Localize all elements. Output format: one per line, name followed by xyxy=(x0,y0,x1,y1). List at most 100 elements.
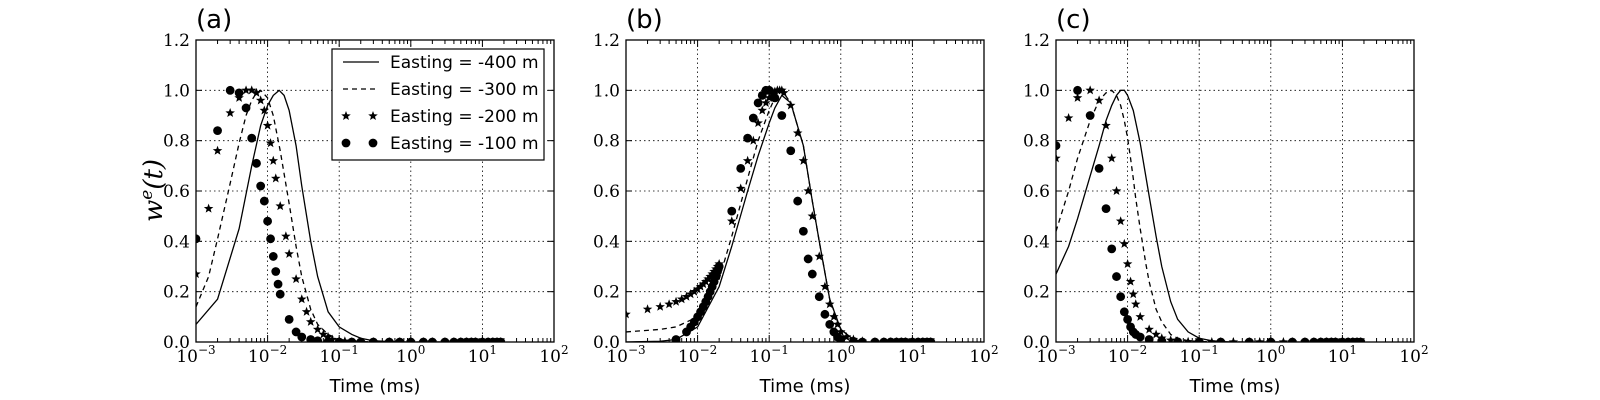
data-point-circle xyxy=(285,315,294,324)
data-point-star xyxy=(1116,216,1126,225)
x-tick-label: 102 xyxy=(1399,343,1428,367)
legend-label: Easting = -400 m xyxy=(390,53,539,73)
x-tick-label: 10−1 xyxy=(320,343,359,367)
data-point-circle xyxy=(777,111,786,120)
data-point-star xyxy=(1120,239,1130,248)
y-tick-label: 1.2 xyxy=(1023,31,1050,51)
x-tick-label: 101 xyxy=(1328,343,1357,367)
x-tick-label: 10−2 xyxy=(678,343,717,367)
x-tick-label: 10−1 xyxy=(1180,343,1219,367)
data-point-star xyxy=(1064,113,1074,122)
y-tick-label: 0.8 xyxy=(1023,132,1050,152)
series-solid-line xyxy=(626,95,931,342)
data-point-circle xyxy=(1157,337,1166,346)
data-point-circle xyxy=(266,234,275,243)
data-point-star xyxy=(1135,312,1145,321)
legend-label: Easting = -200 m xyxy=(390,107,539,127)
plot-frame xyxy=(1056,40,1414,342)
y-tick-label: 0.8 xyxy=(593,132,620,152)
x-tick-label: 101 xyxy=(898,343,927,367)
x-tick-label: 100 xyxy=(396,343,425,367)
ticks xyxy=(1056,40,1414,342)
data-point-circle xyxy=(235,88,244,97)
data-point-circle xyxy=(793,197,802,206)
y-tick-label: 1.0 xyxy=(1023,81,1050,101)
data-point-star xyxy=(833,319,843,328)
data-point-star xyxy=(271,173,281,182)
data-point-star xyxy=(1112,186,1122,195)
series-group xyxy=(1051,85,1365,346)
y-tick-label: 0.4 xyxy=(163,232,190,252)
data-point-star xyxy=(1131,299,1141,308)
data-point-star xyxy=(263,121,273,130)
data-point-circle xyxy=(804,255,813,264)
x-tick-label: 10−3 xyxy=(606,343,645,367)
series-dashed-line xyxy=(1056,90,1361,342)
data-point-star xyxy=(291,274,301,283)
ticks xyxy=(626,40,984,342)
data-point-star xyxy=(306,317,316,326)
data-point-circle xyxy=(743,134,752,143)
data-point-star xyxy=(284,249,294,258)
x-tick-label: 102 xyxy=(539,343,568,367)
x-tick-label: 101 xyxy=(468,343,497,367)
legend-label: Easting = -100 m xyxy=(390,134,539,154)
data-point-circle xyxy=(226,86,235,95)
y-tick-label: 1.0 xyxy=(163,81,190,101)
data-point-star xyxy=(1144,324,1154,333)
data-point-circle xyxy=(808,270,817,279)
y-tick-label: 0.4 xyxy=(593,232,620,252)
data-point-circle xyxy=(815,292,824,301)
data-point-star xyxy=(297,294,307,303)
data-point-star xyxy=(1101,121,1111,130)
data-point-star xyxy=(269,156,279,165)
data-point-star xyxy=(313,324,323,333)
data-point-circle xyxy=(1123,315,1132,324)
data-point-star xyxy=(213,146,223,155)
x-axis-title: Time (ms) xyxy=(1189,376,1281,397)
y-tick-label: 0.6 xyxy=(1023,182,1050,202)
data-point-star xyxy=(1107,153,1117,162)
data-point-star xyxy=(1094,95,1104,104)
data-point-circle xyxy=(256,182,265,191)
data-point-circle xyxy=(1120,307,1129,316)
data-point-circle xyxy=(297,333,306,342)
data-point-star xyxy=(1123,259,1133,268)
panel-b: 0.0 0.2 0.4 0.6 0.8 1.0 1.2 10−3 10−2 10−1 100 101 1… xyxy=(593,5,999,397)
data-point-circle xyxy=(825,320,834,329)
x-tick-label: 10−3 xyxy=(1036,343,1075,367)
legend: Easting = -400 mEasting = -300 mEasting … xyxy=(332,49,544,160)
data-point-circle xyxy=(242,104,251,113)
panel-c: 0.00.20.40.60.81.01.210−3 10−2 10−1 100 101 1… xyxy=(1023,5,1429,397)
y-tick-label: 1.2 xyxy=(593,31,620,51)
data-point-circle xyxy=(1112,272,1121,281)
series-star-markers xyxy=(621,85,935,346)
y-tick-label: 0.8 xyxy=(163,132,190,152)
x-axis-title: Time (ms) xyxy=(329,376,421,397)
data-point-circle xyxy=(1107,244,1116,253)
legend-swatch-circle xyxy=(369,139,378,148)
x-tick-label: 10−3 xyxy=(176,343,215,367)
data-point-circle xyxy=(1073,86,1082,95)
legend-swatch-circle xyxy=(342,139,351,148)
series-star-markers xyxy=(1051,85,1365,346)
x-tick-label: 100 xyxy=(1256,343,1285,367)
x-axis-title: Time (ms) xyxy=(759,376,851,397)
data-point-star xyxy=(743,156,753,165)
panel-label: (c) xyxy=(1056,5,1091,35)
data-point-star xyxy=(1085,85,1095,94)
data-point-circle xyxy=(274,280,283,289)
data-point-circle xyxy=(736,164,745,173)
data-point-circle xyxy=(770,93,779,102)
data-point-circle xyxy=(247,134,256,143)
data-point-circle xyxy=(1102,204,1111,213)
data-point-star xyxy=(643,304,653,313)
data-point-circle xyxy=(765,86,774,95)
data-point-star xyxy=(786,100,796,109)
y-tick-label: 0.6 xyxy=(593,182,620,202)
y-tick-label: 1.0 xyxy=(593,81,620,101)
series-solid-line xyxy=(1056,90,1361,342)
data-point-circle xyxy=(821,310,830,319)
series-circle-markers xyxy=(672,86,935,346)
